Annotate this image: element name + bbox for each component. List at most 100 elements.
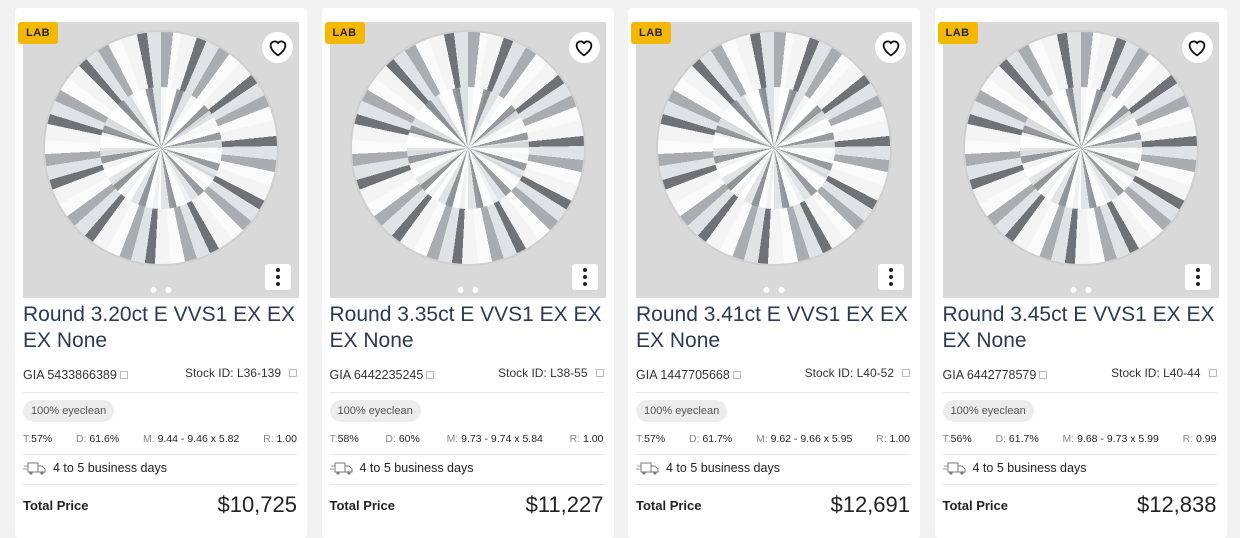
copy-icon[interactable]: [1039, 371, 1048, 379]
specs-row: T:58% D: 60% M: 9.73 - 9.74 x 5.84 R: 1.…: [330, 433, 604, 445]
stock-id: Stock ID: L40-44: [1111, 366, 1217, 382]
diamond-card[interactable]: LAB Round 3.20ct E VVS1 EX EX EX None GI…: [15, 8, 307, 538]
gia-text: GIA 5433866389: [23, 368, 117, 382]
favorite-button[interactable]: [1181, 32, 1213, 63]
gia-number[interactable]: GIA 1447705668: [636, 368, 741, 382]
carousel-dots[interactable]: [763, 287, 785, 293]
divider: [329, 392, 604, 393]
diamond-photo: [964, 32, 1197, 264]
stock-text: Stock ID: L36-139: [184, 366, 281, 380]
gia-number[interactable]: GIA 5433866389: [23, 368, 128, 382]
diamond-card[interactable]: LAB Round 3.45ct E VVS1 EX EX EX None GI…: [934, 8, 1227, 538]
diamond-title[interactable]: Round 3.20ct E VVS1 EX EX EX None: [23, 303, 295, 352]
copy-icon[interactable]: [595, 369, 604, 377]
shipping-text: 4 to 5 business days: [666, 461, 780, 475]
shipping-info: 4 to 5 business days: [329, 461, 474, 475]
divider: [23, 454, 297, 455]
diamond-image[interactable]: [636, 22, 912, 298]
price-value: $10,725: [217, 492, 297, 517]
specs-row: T:56% D: 61.7% M: 9.68 - 9.73 x 5.99 R: …: [943, 433, 1217, 445]
shipping-text: 4 to 5 business days: [53, 461, 167, 475]
depth-spec: D: 60%: [385, 433, 420, 445]
more-options-button[interactable]: [1184, 264, 1211, 290]
table-spec: T:58%: [329, 433, 359, 445]
shipping-info: 4 to 5 business days: [636, 461, 780, 475]
diamond-image[interactable]: [23, 22, 299, 298]
favorite-button[interactable]: [262, 32, 293, 63]
ratio-spec: R: 1.00: [263, 433, 297, 445]
divider: [636, 392, 910, 393]
divider: [23, 484, 297, 485]
favorite-button[interactable]: [875, 32, 906, 63]
lab-badge: LAB: [18, 22, 59, 44]
specs-row: T:57% D: 61.6% M: 9.44 - 9.46 x 5.82 R: …: [23, 433, 297, 445]
gia-number[interactable]: GIA 6442235245: [330, 368, 435, 382]
copy-icon[interactable]: [732, 371, 741, 379]
delivery-truck-icon: [329, 462, 352, 475]
copy-icon[interactable]: [426, 371, 435, 379]
eyeclean-badge: 100% eyeclean: [23, 400, 115, 422]
price-label: Total Price: [636, 497, 702, 513]
diamond-photo: [45, 32, 277, 264]
divider: [329, 454, 604, 455]
more-options-button[interactable]: [265, 264, 291, 290]
diamond-title[interactable]: Round 3.41ct E VVS1 EX EX EX None: [636, 303, 908, 352]
copy-icon[interactable]: [119, 371, 128, 379]
favorite-button[interactable]: [568, 32, 600, 63]
carousel-dots[interactable]: [1070, 287, 1091, 293]
carousel-dots[interactable]: [150, 287, 172, 293]
diamond-image[interactable]: [329, 22, 606, 298]
diamond-image[interactable]: [942, 22, 1219, 298]
table-spec: T:57%: [636, 433, 666, 445]
copy-icon[interactable]: [902, 369, 910, 377]
gia-number[interactable]: GIA 6442778579: [943, 368, 1048, 382]
delivery-truck-icon: [23, 462, 46, 475]
heart-icon: [882, 40, 899, 56]
measurements-spec: M: 9.68 - 9.73 x 5.99: [1062, 433, 1159, 445]
more-options-button[interactable]: [878, 264, 904, 290]
diamond-photo: [351, 32, 584, 264]
shipping-text: 4 to 5 business days: [972, 461, 1087, 475]
price-label: Total Price: [942, 497, 1009, 513]
price-value: $12,838: [1136, 492, 1217, 517]
stock-text: Stock ID: L40-52: [804, 366, 894, 380]
lab-badge: LAB: [937, 22, 978, 44]
depth-spec: D: 61.6%: [75, 433, 120, 445]
divider: [942, 484, 1217, 485]
divider: [636, 454, 910, 455]
delivery-truck-icon: [636, 462, 659, 475]
measurements-spec: M: 9.62 - 9.66 x 5.95: [755, 433, 853, 445]
price-value: $12,691: [830, 492, 910, 517]
delivery-truck-icon: [942, 462, 965, 475]
depth-spec: D: 61.7%: [688, 433, 733, 445]
stock-id: Stock ID: L38-55: [498, 366, 604, 382]
carousel-dots[interactable]: [457, 287, 478, 293]
table-spec: T:56%: [942, 433, 972, 445]
eyeclean-badge: 100% eyeclean: [636, 400, 728, 422]
price-label: Total Price: [23, 497, 89, 513]
measurements-spec: M: 9.44 - 9.46 x 5.82: [142, 433, 240, 445]
shipping-text: 4 to 5 business days: [359, 461, 474, 475]
stock-id: Stock ID: L36-139: [185, 366, 297, 382]
diamond-card[interactable]: LAB Round 3.35ct E VVS1 EX EX EX None GI…: [321, 8, 614, 538]
table-spec: T:57%: [23, 433, 53, 445]
diamond-card[interactable]: LAB Round 3.41ct E VVS1 EX EX EX None GI…: [628, 8, 920, 538]
heart-icon: [1188, 40, 1206, 56]
diamond-title[interactable]: Round 3.45ct E VVS1 EX EX EX None: [942, 303, 1215, 352]
divider: [329, 484, 604, 485]
copy-icon[interactable]: [289, 369, 297, 377]
ratio-spec: R: 1.00: [569, 433, 604, 445]
more-options-button[interactable]: [571, 264, 598, 290]
lab-badge: LAB: [324, 22, 365, 44]
gia-text: GIA 6442778579: [942, 368, 1037, 382]
diamond-title[interactable]: Round 3.35ct E VVS1 EX EX EX None: [329, 303, 602, 352]
specs-row: T:57% D: 61.7% M: 9.62 - 9.66 x 5.95 R: …: [636, 433, 910, 445]
ratio-spec: R: 1.00: [876, 433, 910, 445]
measurements-spec: M: 9.73 - 9.74 x 5.84: [446, 433, 543, 445]
gia-text: GIA 1447705668: [636, 368, 730, 382]
lab-badge: LAB: [631, 22, 672, 44]
copy-icon[interactable]: [1208, 369, 1217, 377]
divider: [23, 392, 297, 393]
divider: [636, 484, 910, 485]
heart-icon: [575, 40, 593, 56]
